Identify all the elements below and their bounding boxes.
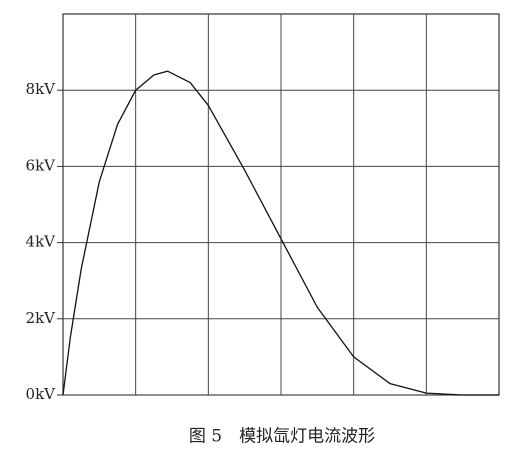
y-tick-label: 2kV xyxy=(26,309,57,327)
y-tick-label: 8kV xyxy=(26,80,57,98)
line-series xyxy=(62,70,499,396)
y-tick-label: 4kV xyxy=(26,233,57,251)
y-tick-label: 0kV xyxy=(26,385,57,403)
y-tick-label: 6kV xyxy=(26,156,57,174)
caption: 图 5 模拟氙灯电流波形 xyxy=(189,427,375,447)
